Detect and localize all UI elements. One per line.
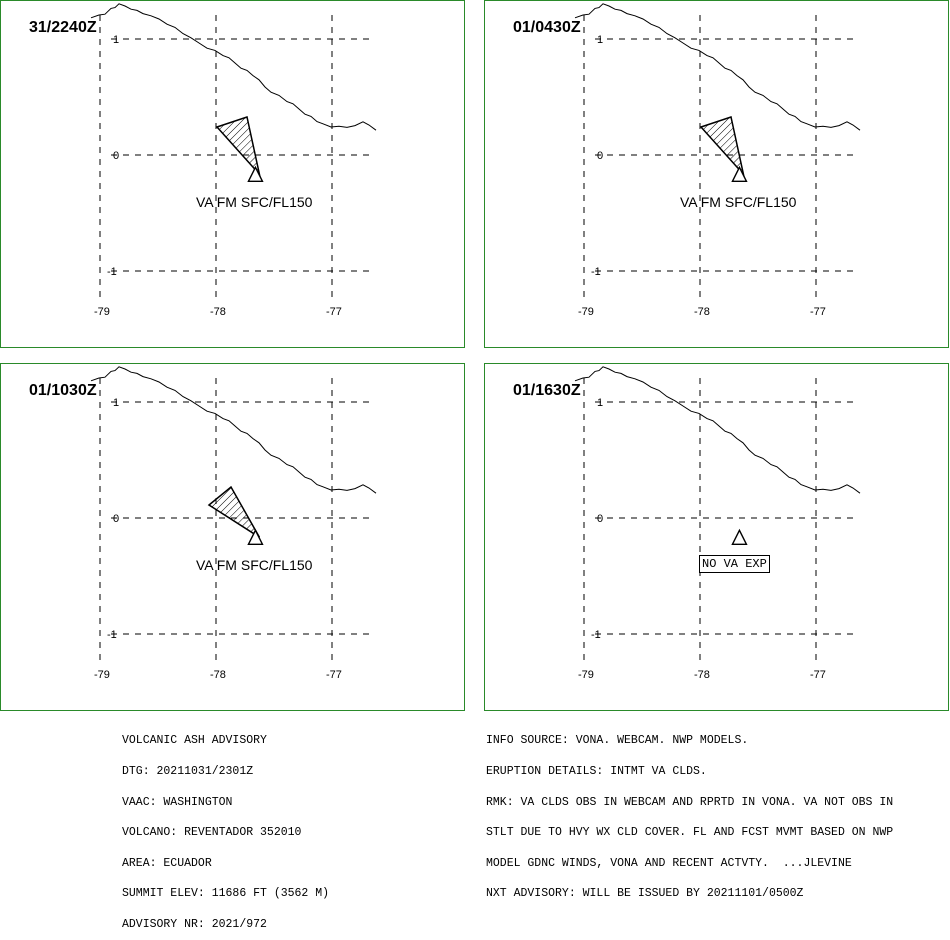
longitude-label: -79 — [94, 306, 110, 318]
forecast-panel-2: -79 -78 -77 1 0 -1 01/0430Z VA FM SFC/FL150 — [484, 0, 949, 348]
panel-time: 01/0430Z — [513, 19, 581, 36]
latitude-label: 0 — [113, 150, 119, 162]
no-va-label: NO VA EXP — [699, 555, 770, 573]
forecast-panel-3: -79 -78 -77 1 0 -1 01/1030Z VA FM SFC/FL150 — [0, 363, 465, 711]
advisory-line: STLT DUE TO HVY WX CLD COVER. FL AND FCS… — [486, 826, 894, 840]
coastline — [574, 366, 861, 494]
coastline — [90, 3, 377, 131]
latitude-label: 0 — [597, 150, 603, 162]
advisory-line: ADVISORY NR: 2021/972 — [122, 917, 267, 931]
map-canvas: -79 -78 -77 1 0 -1 — [90, 3, 377, 318]
latitude-label: 1 — [113, 34, 119, 46]
advisory-line: SUMMIT ELEV: 11686 FT (3562 M) — [122, 887, 330, 901]
longitude-label: -77 — [326, 306, 342, 318]
longitude-label: -79 — [578, 669, 594, 681]
advisory-line: VOLCANO: REVENTADOR 352010 — [122, 826, 302, 840]
advisory-line: AREA: ECUADOR — [122, 856, 212, 870]
advisory-line: NXT ADVISORY: WILL BE ISSUED BY 20211101… — [486, 887, 804, 901]
forecast-panel-1: -79 -78 -77 1 0 -1 31/2240Z VA FM SFC/FL150 — [0, 0, 465, 348]
va-label: VA FM SFC/FL150 — [680, 194, 797, 210]
latitude-label: -1 — [591, 266, 601, 278]
volcano-triangle-icon — [731, 165, 748, 182]
map-canvas: -79 -78 -77 1 0 -1 — [574, 366, 861, 681]
map-canvas: -79 -78 -77 1 0 -1 — [574, 3, 861, 318]
latitude-label: -1 — [107, 629, 117, 641]
longitude-label: -78 — [210, 306, 226, 318]
advisory-header-block: VOLCANIC ASH ADVISORY DTG: 20211031/2301… — [122, 716, 329, 940]
ash-cloud-area — [699, 116, 745, 177]
forecast-panel-4: -79 -78 -77 1 0 -1 01/1630Z NO VA EXP — [484, 363, 949, 711]
advisory-line: INFO SOURCE: VONA. WEBCAM. NWP MODELS. — [486, 734, 749, 748]
advisory-line: VAAC: WASHINGTON — [122, 795, 233, 809]
latitude-label: 1 — [113, 397, 119, 409]
advisory-line: ERUPTION DETAILS: INTMT VA CLDS. — [486, 765, 707, 778]
latitude-label: 1 — [597, 397, 603, 409]
longitude-label: -78 — [694, 306, 710, 318]
ash-cloud-area — [207, 485, 261, 538]
longitude-label: -79 — [94, 669, 110, 681]
longitude-label: -78 — [210, 669, 226, 681]
advisory-remarks-block: INFO SOURCE: VONA. WEBCAM. NWP MODELS. E… — [486, 716, 893, 910]
volcano-triangle-icon — [247, 165, 264, 182]
longitude-label: -78 — [694, 669, 710, 681]
longitude-label: -77 — [810, 669, 826, 681]
advisory-line: DTG: 20211031/2301Z — [122, 765, 254, 778]
latitude-label: 1 — [597, 34, 603, 46]
volcano-triangle-icon — [247, 528, 264, 545]
latitude-label: -1 — [591, 629, 601, 641]
panel-time: 31/2240Z — [29, 19, 97, 36]
advisory-line: VOLCANIC ASH ADVISORY — [122, 734, 267, 748]
longitude-label: -77 — [810, 306, 826, 318]
panel-time: 01/1030Z — [29, 382, 97, 399]
panel-time: 01/1630Z — [513, 382, 581, 399]
advisory-line: RMK: VA CLDS OBS IN WEBCAM AND RPRTD IN … — [486, 795, 894, 809]
volcano-triangle-icon — [731, 528, 748, 545]
longitude-label: -77 — [326, 669, 342, 681]
coastline — [90, 366, 377, 494]
ash-cloud-area — [215, 116, 261, 177]
coastline — [574, 3, 861, 131]
latitude-label: 0 — [597, 513, 603, 525]
latitude-label: -1 — [107, 266, 117, 278]
va-label: VA FM SFC/FL150 — [196, 557, 313, 573]
map-canvas: -79 -78 -77 1 0 -1 — [90, 366, 377, 681]
longitude-label: -79 — [578, 306, 594, 318]
latitude-label: 0 — [113, 513, 119, 525]
advisory-line: MODEL GDNC WINDS, VONA AND RECENT ACTVTY… — [486, 856, 852, 870]
va-label: VA FM SFC/FL150 — [196, 194, 313, 210]
